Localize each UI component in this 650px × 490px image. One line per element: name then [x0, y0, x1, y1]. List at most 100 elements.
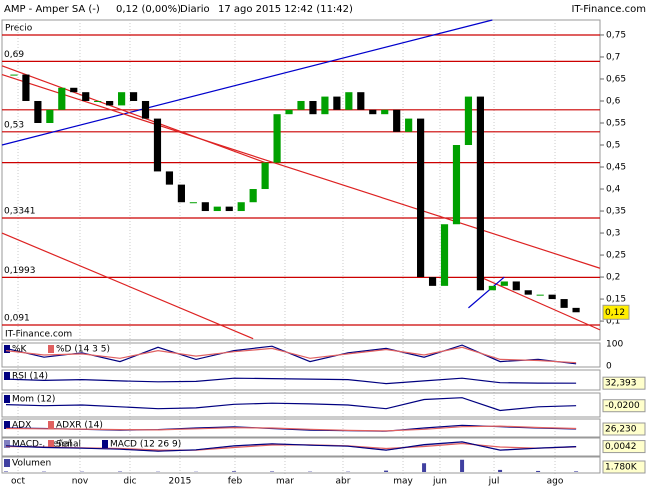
candle	[106, 100, 114, 106]
x-tick-label: mar	[276, 477, 294, 487]
indicator-panel	[1, 418, 601, 438]
legend-label: MACD (12 26 9)	[110, 440, 181, 450]
legend-swatch	[48, 421, 54, 429]
candle	[405, 118, 413, 132]
candle	[297, 100, 305, 110]
candle	[261, 162, 269, 190]
volume-bar	[4, 471, 8, 472]
indicator-value-box	[602, 460, 646, 474]
legend-swatch	[4, 395, 10, 403]
legend-label: ADX	[12, 421, 31, 431]
period: Diario	[180, 4, 210, 15]
indicator-panel	[1, 369, 601, 391]
candle	[141, 100, 150, 119]
level-label: 0,3341	[4, 207, 36, 217]
y-tick-label: 0,15	[606, 295, 626, 305]
indicator-line	[5, 397, 577, 412]
candle	[165, 171, 174, 185]
trend-line	[1, 19, 493, 146]
candle	[70, 87, 78, 93]
candle	[464, 96, 473, 146]
y-tick-label: 0,2	[606, 273, 620, 283]
y-tick-label: 0,35	[606, 207, 626, 217]
volume-bar	[270, 471, 275, 472]
volume-bar	[232, 471, 237, 472]
legend-swatch	[4, 345, 10, 353]
candle	[94, 100, 102, 102]
candle	[452, 145, 461, 225]
candle	[237, 202, 245, 212]
indicator-tick: 100	[606, 340, 623, 350]
volume-bar	[460, 459, 465, 472]
y-tick-label: 0,4	[606, 185, 621, 195]
y-tick-label: 0,75	[606, 30, 626, 40]
panel-label: Precio	[5, 24, 33, 34]
y-tick-label: 0,1	[606, 317, 620, 327]
x-tick-label: ago	[547, 477, 564, 487]
site: IT-Finance.com	[571, 4, 646, 15]
indicator-value: 26,230	[605, 425, 637, 435]
candle	[524, 290, 532, 295]
candle	[417, 118, 425, 278]
volume-bar	[574, 471, 579, 472]
candle	[572, 307, 580, 313]
legend-label: Mom (12)	[12, 395, 55, 405]
candle	[536, 294, 544, 296]
candle	[22, 74, 30, 101]
symbol: AMP - Amper SA (-)	[4, 4, 100, 15]
legend-label: RSI (14)	[12, 372, 48, 382]
y-tick-label: 0,5	[606, 141, 620, 151]
legend-label: Señal	[56, 440, 81, 450]
volume-bar	[422, 463, 427, 472]
volume-bar	[536, 470, 541, 472]
indicator-value: 32,393	[605, 379, 637, 389]
legend-swatch	[48, 440, 54, 448]
indicator-panel	[1, 392, 601, 418]
indicator-tick: 0	[606, 362, 612, 372]
legend-swatch	[4, 421, 10, 429]
price-panel	[1, 19, 601, 341]
indicator-line	[5, 425, 577, 432]
y-tick-label: 0,6	[606, 96, 621, 106]
trend-line	[1, 65, 266, 164]
indicator-line	[5, 377, 577, 385]
trend-line	[1, 232, 254, 340]
candle	[201, 202, 209, 212]
x-tick-label: dic	[123, 477, 136, 487]
level-label: 0,1993	[4, 266, 36, 276]
candle	[129, 92, 138, 101]
candle	[309, 100, 317, 115]
candle	[476, 96, 484, 291]
y-tick-label: 0,7	[606, 52, 620, 62]
last-price-box	[602, 304, 630, 320]
indicator-value-box	[602, 440, 646, 454]
trend-line	[1, 74, 601, 269]
candle	[345, 92, 353, 110]
candle	[512, 281, 520, 291]
trend-line	[468, 276, 505, 309]
indicator-panel	[1, 437, 601, 457]
candle	[225, 206, 233, 212]
x-tick-label: oct	[11, 477, 25, 487]
candle	[428, 277, 437, 286]
quote: 0,12 (0,00%)	[116, 4, 181, 15]
candle	[46, 109, 54, 123]
candle	[58, 87, 66, 110]
candle	[189, 202, 197, 204]
candle	[321, 96, 329, 115]
indicator-value: -0,0200	[605, 401, 640, 411]
x-tick-label: jun	[432, 477, 447, 487]
indicator-value-box	[602, 399, 646, 413]
legend-label: ADXR (14)	[56, 421, 103, 431]
indicator-panel	[1, 342, 601, 368]
indicator-line	[5, 441, 577, 452]
indicator-value-box	[602, 376, 646, 390]
indicator-value: 0,0042	[605, 442, 637, 452]
legend-swatch	[48, 345, 54, 353]
candle	[213, 206, 221, 212]
candle	[393, 109, 401, 132]
x-tick-label: feb	[228, 477, 243, 487]
legend-label: MACD-, señal	[12, 440, 72, 450]
y-tick-label: 0,45	[606, 163, 626, 173]
